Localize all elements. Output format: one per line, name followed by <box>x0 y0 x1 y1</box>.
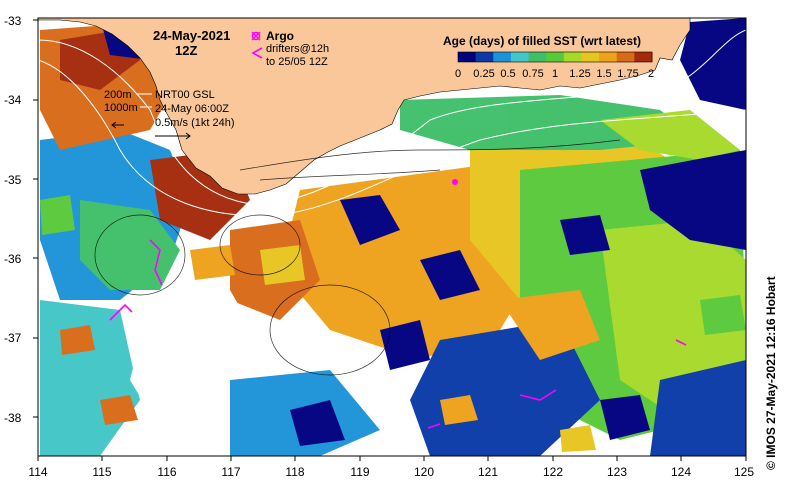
lon-label: 124 <box>671 465 691 479</box>
lon-label: 123 <box>607 465 627 479</box>
lon-label: 120 <box>414 465 434 479</box>
sst-age-field <box>40 18 746 456</box>
colorbar <box>457 51 653 63</box>
colorbar-tick: 1.75 <box>617 68 638 80</box>
colorbar-swatch <box>493 52 512 62</box>
lon-label: 121 <box>478 465 498 479</box>
colorbar-tick: 1 <box>552 68 558 80</box>
contour-1000m <box>38 59 746 217</box>
colorbar-title: Age (days) of filled SST (wrt latest) <box>443 34 641 48</box>
drifter-tracks <box>109 239 687 429</box>
lon-label: 122 <box>543 465 563 479</box>
lon-label: 116 <box>157 465 176 479</box>
colorbar-tick: 1.5 <box>596 68 611 80</box>
lon-label: 115 <box>92 465 111 479</box>
colorbar-tick: 0 <box>455 68 461 80</box>
colorbar-swatch <box>581 52 600 62</box>
colorbar-swatch <box>616 52 635 62</box>
plot-frame <box>37 17 747 457</box>
colorbar-swatch <box>634 52 653 62</box>
lon-label: 118 <box>285 465 304 479</box>
contour-200m <box>38 29 746 206</box>
lon-label: 117 <box>221 465 240 479</box>
lat-label: -37 <box>4 331 22 345</box>
colorbar-swatch <box>546 52 565 62</box>
drifter-legend-icon <box>251 47 263 59</box>
contour-1000m-label: 1000m <box>104 102 138 114</box>
date-title: 24-May-2021 <box>153 28 230 43</box>
colorbar-tick: 0.5 <box>500 68 515 80</box>
colorbar-tick: 0.25 <box>473 68 494 80</box>
lat-label: -34 <box>4 93 22 107</box>
lat-label: -36 <box>4 252 22 266</box>
vector-scale-arrow <box>111 121 191 140</box>
colorbar-border <box>457 51 653 63</box>
lon-axis <box>37 456 747 461</box>
lon-label: 125 <box>734 465 754 479</box>
lon-label: 114 <box>28 465 47 479</box>
lat-axis <box>33 19 38 418</box>
colorbar-swatch <box>599 52 618 62</box>
imos-credit: © IMOS 27-May-2021 12:16 Hobart <box>764 276 778 470</box>
lat-label: -35 <box>4 173 22 187</box>
argo-legend-icon <box>251 31 261 41</box>
colorbar-swatch <box>563 52 582 62</box>
colorbar-swatch <box>510 52 530 62</box>
lat-label: -38 <box>4 411 22 425</box>
drifter-legend-label: drifters@12h <box>266 43 329 55</box>
colorbar-swatch <box>458 52 477 62</box>
product-time: 24-May 06:00Z <box>155 103 229 115</box>
vector-scale-label: 0.5m/s (1kt 24h) <box>155 117 234 129</box>
contour-200m-label: 200m <box>104 89 132 101</box>
colorbar-tick: 0.75 <box>522 68 543 80</box>
lon-label: 119 <box>350 465 369 479</box>
product-name: NRT00 GSL <box>155 89 215 101</box>
drifter-legend-period: to 25/05 12Z <box>266 56 328 68</box>
lat-label: -33 <box>4 14 22 28</box>
argo-float <box>452 179 458 185</box>
colorbar-tick: 2 <box>648 68 654 80</box>
colorbar-swatch <box>475 52 494 62</box>
current-vectors <box>94 139 621 376</box>
time-title: 12Z <box>175 43 197 58</box>
colorbar-swatch <box>528 52 547 62</box>
colorbar-tick: 1.25 <box>569 68 590 80</box>
argo-legend-label: Argo <box>266 29 294 43</box>
